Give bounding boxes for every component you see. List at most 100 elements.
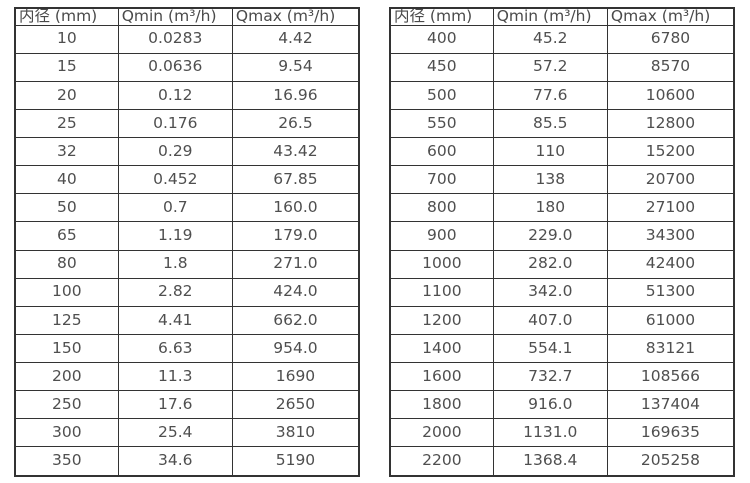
qmax-cell: 27100 — [606, 193, 735, 223]
qmax-cell: 954.0 — [231, 333, 360, 364]
qmin-cell: 138 — [492, 165, 608, 195]
table-row: 150 6.63 954.0 — [14, 333, 360, 364]
qmin-cell: 0.7 — [117, 193, 233, 223]
qmin-cell: 2.82 — [117, 277, 233, 307]
table-row: 550 85.5 12800 — [389, 108, 735, 139]
qmax-cell: 271.0 — [231, 249, 360, 279]
qmax-cell: 12800 — [606, 108, 735, 139]
qmax-cell: 34300 — [606, 221, 735, 251]
qmax-cell: 61000 — [606, 305, 735, 335]
qmin-cell: 85.5 — [492, 108, 608, 139]
diameter-cell: 1200 — [389, 305, 494, 335]
table-row: 2200 1368.4 205258 — [389, 446, 735, 477]
diameter-cell: 25 — [14, 108, 119, 139]
table-row: 1600 732.7 108566 — [389, 361, 735, 392]
qmin-cell: 1.19 — [117, 221, 233, 251]
table-row: 125 4.41 662.0 — [14, 305, 360, 335]
column-header-qmax: Qmax (m³/h) — [606, 7, 735, 26]
qmin-cell: 732.7 — [492, 361, 608, 392]
header-row: 内径 (mm) Qmin (m³/h) Qmax (m³/h) — [14, 7, 360, 26]
qmin-cell: 407.0 — [492, 305, 608, 335]
table-row: 1200 407.0 61000 — [389, 305, 735, 335]
table-row: 900 229.0 34300 — [389, 221, 735, 251]
qmax-cell: 108566 — [606, 361, 735, 392]
qmin-cell: 4.41 — [117, 305, 233, 335]
flow-table-large-diameters: 内径 (mm) Qmin (m³/h) Qmax (m³/h) 400 45.2 6780… — [389, 7, 735, 477]
diameter-cell: 40 — [14, 165, 119, 195]
table-row: 400 45.2 6780 — [389, 24, 735, 54]
qmin-cell: 342.0 — [492, 277, 608, 307]
qmax-cell: 20700 — [606, 165, 735, 195]
diameter-cell: 2000 — [389, 418, 494, 448]
diameter-cell: 20 — [14, 80, 119, 110]
table-row: 1100 342.0 51300 — [389, 277, 735, 307]
qmin-cell: 6.63 — [117, 333, 233, 364]
table-row: 450 57.2 8570 — [389, 52, 735, 82]
diameter-cell: 1000 — [389, 249, 494, 279]
table-row: 700 138 20700 — [389, 165, 735, 195]
flow-table-small-diameters: 内径 (mm) Qmin (m³/h) Qmax (m³/h) 10 0.0283 4.4… — [14, 7, 360, 477]
qmax-cell: 67.85 — [231, 165, 360, 195]
qmax-cell: 43.42 — [231, 136, 360, 167]
table-row: 100 2.82 424.0 — [14, 277, 360, 307]
diameter-cell: 100 — [14, 277, 119, 307]
table-row: 300 25.4 3810 — [14, 418, 360, 448]
qmin-cell: 45.2 — [492, 24, 608, 54]
qmax-cell: 424.0 — [231, 277, 360, 307]
table-row: 2000 1131.0 169635 — [389, 418, 735, 448]
diameter-cell: 700 — [389, 165, 494, 195]
diameter-cell: 2200 — [389, 446, 494, 477]
qmax-cell: 5190 — [231, 446, 360, 477]
qmax-cell: 15200 — [606, 136, 735, 167]
diameter-cell: 10 — [14, 24, 119, 54]
table-row: 50 0.7 160.0 — [14, 193, 360, 223]
qmin-cell: 77.6 — [492, 80, 608, 110]
diameter-cell: 1100 — [389, 277, 494, 307]
table-row: 500 77.6 10600 — [389, 80, 735, 110]
table-row: 25 0.176 26.5 — [14, 108, 360, 139]
diameter-cell: 250 — [14, 390, 119, 420]
header-row: 内径 (mm) Qmin (m³/h) Qmax (m³/h) — [389, 7, 735, 26]
qmax-cell: 10600 — [606, 80, 735, 110]
diameter-cell: 150 — [14, 333, 119, 364]
diameter-cell: 350 — [14, 446, 119, 477]
qmax-cell: 4.42 — [231, 24, 360, 54]
qmin-cell: 0.0283 — [117, 24, 233, 54]
qmin-cell: 11.3 — [117, 361, 233, 392]
diameter-cell: 1400 — [389, 333, 494, 364]
qmin-cell: 0.0636 — [117, 52, 233, 82]
qmin-cell: 34.6 — [117, 446, 233, 477]
diameter-cell: 300 — [14, 418, 119, 448]
qmin-cell: 916.0 — [492, 390, 608, 420]
qmax-cell: 169635 — [606, 418, 735, 448]
qmin-cell: 25.4 — [117, 418, 233, 448]
diameter-cell: 65 — [14, 221, 119, 251]
qmax-cell: 662.0 — [231, 305, 360, 335]
qmin-cell: 0.29 — [117, 136, 233, 167]
table-row: 1800 916.0 137404 — [389, 390, 735, 420]
diameter-cell: 1800 — [389, 390, 494, 420]
qmax-cell: 83121 — [606, 333, 735, 364]
qmin-cell: 0.176 — [117, 108, 233, 139]
table-row: 20 0.12 16.96 — [14, 80, 360, 110]
table-row: 65 1.19 179.0 — [14, 221, 360, 251]
qmax-cell: 137404 — [606, 390, 735, 420]
diameter-cell: 15 — [14, 52, 119, 82]
diameter-cell: 600 — [389, 136, 494, 167]
qmin-cell: 1131.0 — [492, 418, 608, 448]
qmin-cell: 17.6 — [117, 390, 233, 420]
diameter-cell: 1600 — [389, 361, 494, 392]
column-header-qmax: Qmax (m³/h) — [231, 7, 360, 26]
qmax-cell: 42400 — [606, 249, 735, 279]
qmin-cell: 554.1 — [492, 333, 608, 364]
table-row: 1000 282.0 42400 — [389, 249, 735, 279]
qmin-cell: 1.8 — [117, 249, 233, 279]
column-header-qmin: Qmin (m³/h) — [117, 7, 233, 26]
table-row: 250 17.6 2650 — [14, 390, 360, 420]
column-header-diameter: 内径 (mm) — [14, 7, 119, 26]
qmin-cell: 0.12 — [117, 80, 233, 110]
table-row: 15 0.0636 9.54 — [14, 52, 360, 82]
qmin-cell: 0.452 — [117, 165, 233, 195]
diameter-cell: 200 — [14, 361, 119, 392]
